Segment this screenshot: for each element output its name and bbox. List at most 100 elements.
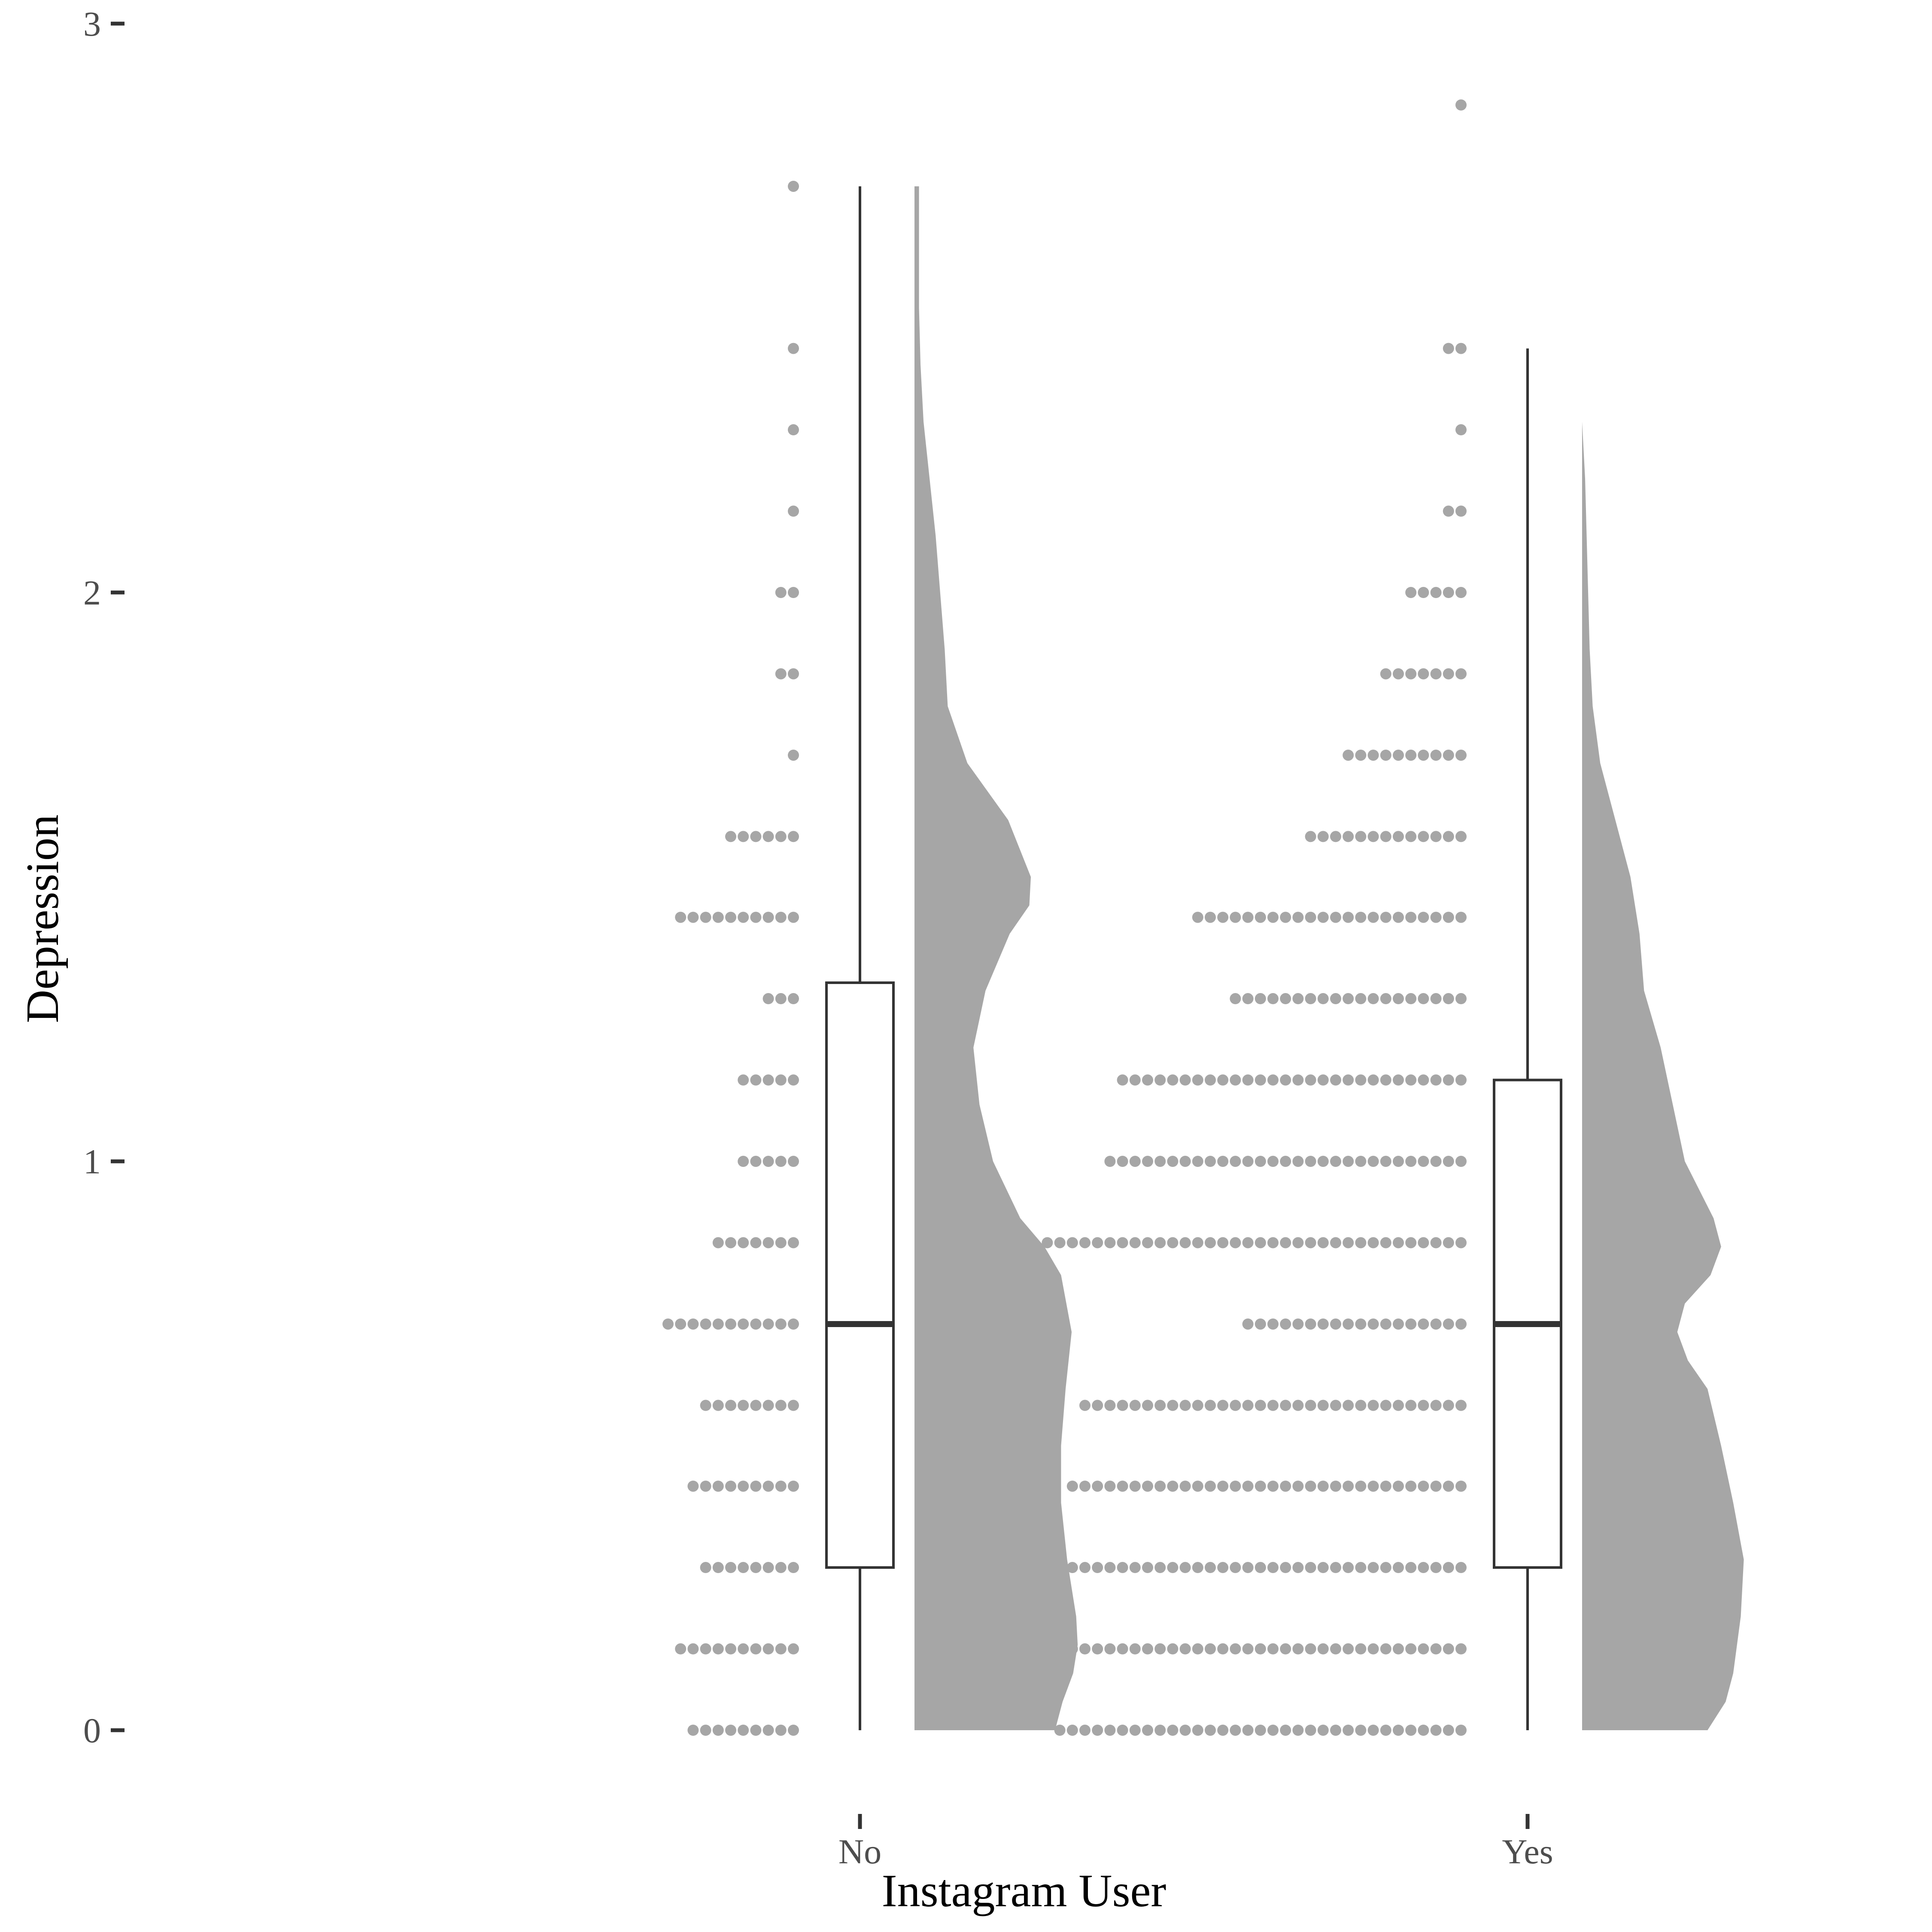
dot xyxy=(1418,1237,1429,1249)
dot xyxy=(1205,1156,1216,1167)
dot xyxy=(700,1725,711,1736)
dot xyxy=(1192,1643,1203,1655)
dot xyxy=(1217,1643,1229,1655)
dot xyxy=(1242,1074,1254,1086)
dot xyxy=(775,1400,787,1411)
dot xyxy=(1418,749,1429,761)
dot xyxy=(1280,1400,1291,1411)
dot xyxy=(725,1480,736,1492)
dot xyxy=(1380,993,1391,1005)
dot xyxy=(1255,1318,1266,1330)
x-tick-label: Yes xyxy=(1502,1832,1553,1871)
dot xyxy=(725,1318,736,1330)
dot xyxy=(1129,1400,1141,1411)
dot xyxy=(1117,1480,1128,1492)
dot xyxy=(700,1643,711,1655)
dot xyxy=(1104,1237,1116,1249)
dot xyxy=(1317,1074,1329,1086)
dot xyxy=(1179,1400,1191,1411)
dot xyxy=(1455,343,1467,354)
dot xyxy=(1355,1318,1367,1330)
dot xyxy=(788,424,799,436)
dot xyxy=(1142,1156,1153,1167)
dot xyxy=(1418,1562,1429,1574)
dot xyxy=(1330,1725,1341,1736)
dot xyxy=(775,1318,787,1330)
dot xyxy=(762,993,774,1005)
dot xyxy=(1292,1156,1304,1167)
dot xyxy=(1267,1725,1279,1736)
dot xyxy=(1280,1725,1291,1736)
dot xyxy=(762,1480,774,1492)
dot xyxy=(1104,1725,1116,1736)
dot xyxy=(1430,668,1442,680)
dot xyxy=(1092,1643,1103,1655)
dot xyxy=(1355,831,1367,842)
dot xyxy=(1280,1074,1291,1086)
dot xyxy=(1330,993,1341,1005)
y-tick-label: 0 xyxy=(83,1711,101,1750)
dot xyxy=(1418,1725,1429,1736)
density-yes xyxy=(1582,105,1744,1730)
dot xyxy=(1242,1400,1254,1411)
dot xyxy=(1205,1562,1216,1574)
dot xyxy=(1393,831,1404,842)
dot xyxy=(1104,1643,1116,1655)
dot xyxy=(775,993,787,1005)
dot xyxy=(1217,911,1229,923)
dot xyxy=(1292,1237,1304,1249)
dot xyxy=(1305,1562,1316,1574)
dot xyxy=(1443,911,1454,923)
dot xyxy=(788,668,799,680)
dot xyxy=(1079,1480,1091,1492)
dot xyxy=(1217,1237,1229,1249)
dot xyxy=(1367,1074,1379,1086)
dot xyxy=(1230,1074,1241,1086)
dot xyxy=(788,1318,799,1330)
dot xyxy=(1117,1725,1128,1736)
dot xyxy=(1455,1480,1467,1492)
dot xyxy=(687,1480,699,1492)
dot xyxy=(1230,993,1241,1005)
dot xyxy=(1430,587,1442,598)
dot xyxy=(1393,1725,1404,1736)
dot xyxy=(1167,1156,1179,1167)
dot xyxy=(1455,1400,1467,1411)
dot xyxy=(712,1237,724,1249)
dot xyxy=(1154,1480,1166,1492)
dot xyxy=(1443,1156,1454,1167)
dot xyxy=(1393,993,1404,1005)
dot xyxy=(1317,1318,1329,1330)
dot xyxy=(1154,1237,1166,1249)
dot xyxy=(775,1237,787,1249)
dot xyxy=(762,1400,774,1411)
dot xyxy=(762,911,774,923)
dot xyxy=(1405,1156,1417,1167)
dot xyxy=(1343,1480,1354,1492)
dot xyxy=(1393,1400,1404,1411)
dot xyxy=(1405,1480,1417,1492)
dot xyxy=(1192,1156,1203,1167)
dot xyxy=(1154,1725,1166,1736)
dot xyxy=(1129,1562,1141,1574)
dot xyxy=(1079,1400,1091,1411)
dot xyxy=(1066,1237,1078,1249)
dot xyxy=(1455,505,1467,517)
dot xyxy=(1079,1725,1091,1736)
dot xyxy=(1292,1643,1304,1655)
boxplot-no xyxy=(825,186,895,1730)
dot xyxy=(1405,831,1417,842)
dot xyxy=(1380,1725,1391,1736)
dot xyxy=(738,1562,749,1574)
dot xyxy=(1142,1643,1153,1655)
dot xyxy=(1255,1725,1266,1736)
dot xyxy=(1355,1725,1367,1736)
dot xyxy=(1430,993,1442,1005)
dot xyxy=(725,1643,736,1655)
dot xyxy=(1455,831,1467,842)
dot xyxy=(1430,911,1442,923)
dot xyxy=(1343,993,1354,1005)
dot xyxy=(1192,1562,1203,1574)
dot xyxy=(1066,1562,1078,1574)
dot xyxy=(1129,1156,1141,1167)
